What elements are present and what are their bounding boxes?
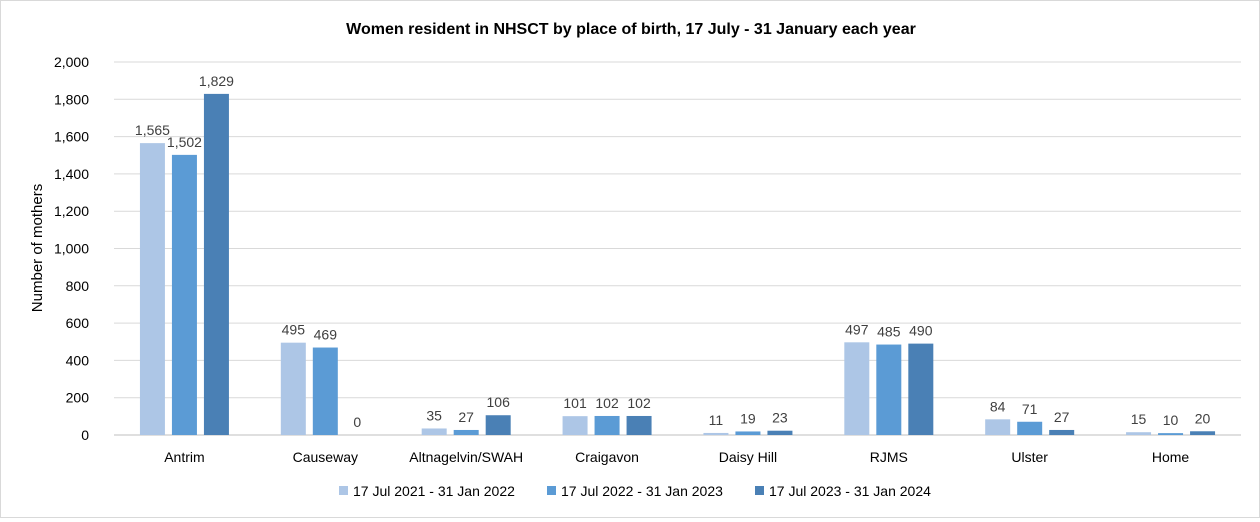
y-tick-label: 1,000 [54, 241, 89, 257]
data-label: 15 [1131, 411, 1147, 427]
bar [844, 342, 870, 435]
chart-title: Women resident in NHSCT by place of birt… [346, 21, 916, 38]
bar [767, 430, 793, 435]
bar [171, 154, 197, 435]
data-label: 1,502 [167, 134, 202, 150]
y-tick-label: 1,200 [54, 203, 89, 219]
data-label: 495 [282, 322, 306, 338]
data-label: 27 [1054, 409, 1070, 425]
bar [1190, 431, 1216, 435]
data-label: 106 [487, 394, 511, 410]
data-label: 23 [772, 410, 788, 426]
y-axis-label: Number of mothers [29, 184, 46, 312]
data-label: 1,829 [199, 73, 234, 89]
data-label: 490 [909, 323, 933, 339]
bar [985, 419, 1011, 435]
y-tick-label: 0 [81, 427, 89, 443]
data-label: 10 [1163, 412, 1179, 428]
data-label: 35 [426, 407, 442, 423]
bar [876, 344, 902, 435]
x-tick-label: Causeway [293, 449, 358, 465]
data-label: 469 [314, 327, 338, 343]
data-label: 19 [740, 410, 756, 426]
y-tick-label: 800 [66, 278, 90, 294]
x-axis-categories: Antrim Causeway Altnagelvin/SWAH Craigavon D… [164, 449, 1189, 465]
x-tick-label: Daisy Hill [719, 449, 777, 465]
data-label: 71 [1022, 401, 1038, 417]
bar [485, 415, 511, 435]
data-label: 497 [845, 321, 869, 337]
y-tick-label: 2,000 [54, 54, 89, 70]
y-tick-label: 200 [66, 390, 90, 406]
x-tick-label: Home [1152, 449, 1190, 465]
data-label: 102 [595, 395, 619, 411]
legend-swatch [339, 486, 348, 495]
bar [312, 347, 338, 435]
bar [1126, 432, 1152, 435]
bar [735, 431, 761, 435]
bar [1017, 421, 1043, 435]
x-tick-label: Antrim [164, 449, 204, 465]
data-label: 11 [709, 412, 724, 428]
x-tick-label: RJMS [870, 449, 908, 465]
data-label: 27 [458, 409, 474, 425]
y-tick-label: 1,800 [54, 91, 89, 107]
y-axis-ticks: 0 200 400 600 800 1,000 1,200 1,400 1,600 1,800 2,… [54, 54, 89, 443]
y-tick-label: 1,400 [54, 166, 89, 182]
legend-label: 17 Jul 2023 - 31 Jan 2024 [769, 483, 931, 499]
bar [562, 416, 588, 435]
bars [139, 93, 1216, 435]
bar [908, 343, 934, 435]
bar [421, 428, 447, 435]
legend-label: 17 Jul 2022 - 31 Jan 2023 [561, 483, 723, 499]
data-label: 1,565 [135, 122, 170, 138]
x-tick-label: Craigavon [575, 449, 639, 465]
y-tick-label: 600 [66, 315, 90, 331]
bar [139, 143, 165, 435]
bar [203, 93, 229, 435]
data-label: 101 [563, 395, 587, 411]
x-tick-label: Altnagelvin/SWAH [409, 449, 523, 465]
y-tick-label: 400 [66, 352, 90, 368]
legend-swatch [755, 486, 764, 495]
bar [1158, 433, 1184, 435]
x-tick-label: Ulster [1011, 449, 1048, 465]
legend-swatch [547, 486, 556, 495]
y-tick-label: 1,600 [54, 129, 89, 145]
bar [594, 415, 620, 435]
bar [626, 415, 652, 435]
bar [703, 432, 729, 435]
bar [453, 429, 479, 435]
legend: 17 Jul 2021 - 31 Jan 2022 17 Jul 2022 - 3… [339, 483, 931, 499]
data-label: 20 [1195, 410, 1211, 426]
bar [1049, 429, 1075, 435]
data-label: 485 [877, 324, 901, 340]
data-label: 102 [627, 395, 651, 411]
data-label: 84 [990, 398, 1006, 414]
legend-label: 17 Jul 2021 - 31 Jan 2022 [353, 483, 515, 499]
bar [280, 342, 306, 435]
data-label: 0 [353, 414, 361, 430]
